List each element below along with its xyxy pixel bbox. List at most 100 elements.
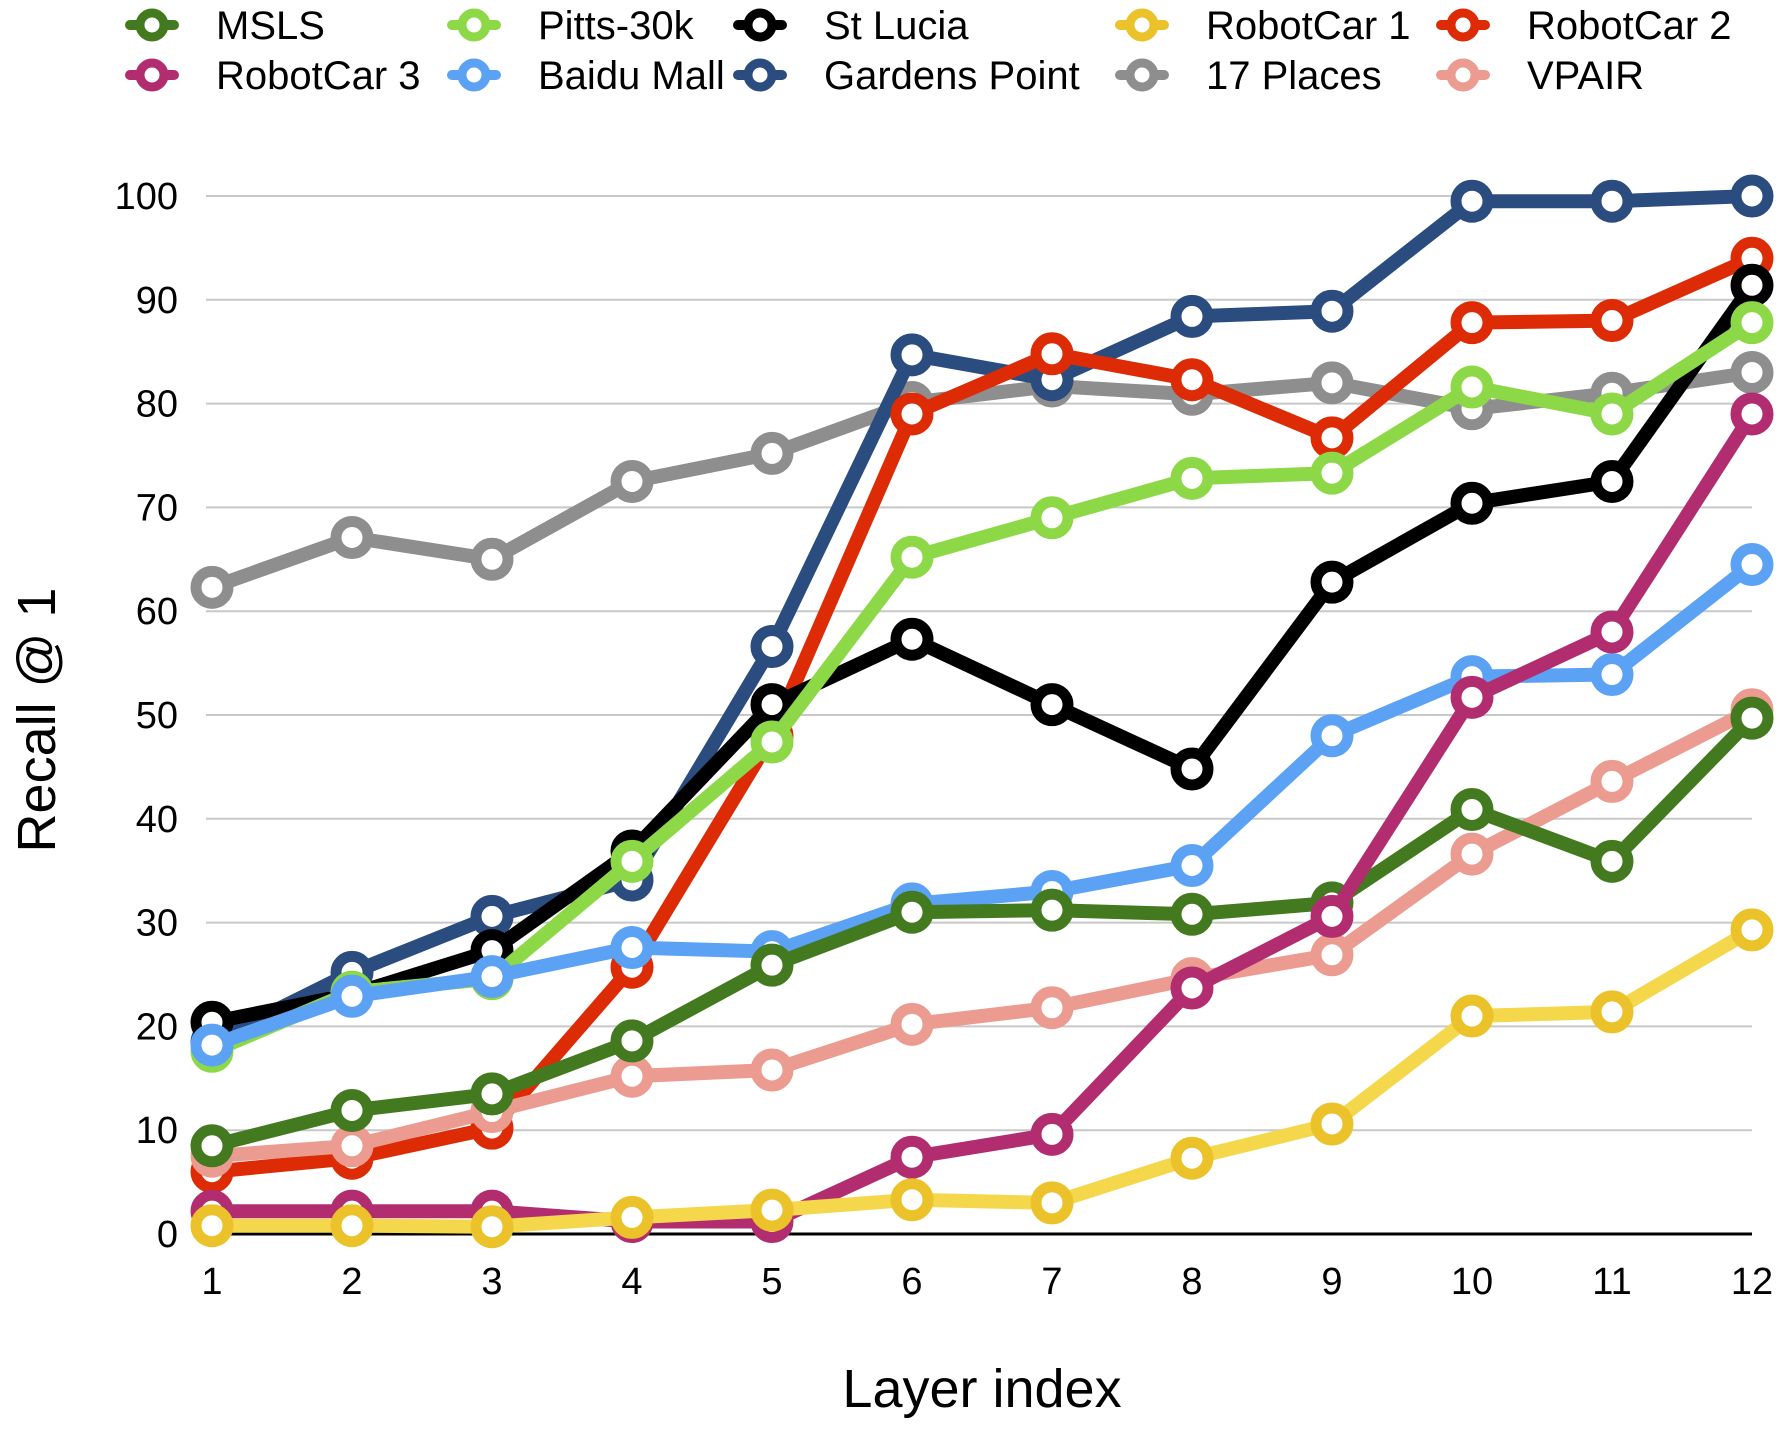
series-line-msls <box>205 711 1759 1153</box>
data-point-pitts-30k-12 <box>1730 301 1774 345</box>
data-point-gardens-point-6 <box>890 333 934 377</box>
data-point-robotcar-1-2 <box>330 1204 374 1248</box>
series-line-baidu-mall <box>205 557 1759 1053</box>
x-tick-label-1: 1 <box>201 1261 222 1303</box>
x-tick-label-9: 9 <box>1321 1261 1342 1303</box>
x-axis-ticks: 1 2 3 4 5 6 7 8 9 10 11 12 <box>201 1261 1773 1303</box>
y-tick-label-80: 80 <box>136 384 178 426</box>
data-point-msls-8 <box>1170 892 1214 936</box>
x-tick-label-10: 10 <box>1451 1261 1493 1303</box>
legend-label: VPAIR <box>1527 54 1644 98</box>
series-baidu-mall <box>190 542 1774 1067</box>
y-axis-title: Recall @ 1 <box>7 588 67 853</box>
legend: MSLS Pitts-30k St Lucia RobotCar 1 RobotCar … <box>125 4 1732 98</box>
series-line-gardens-point <box>205 189 1759 1049</box>
data-point-robotcar-3-6 <box>890 1135 934 1179</box>
data-point-vpair-6 <box>890 1002 934 1046</box>
data-point-17-places-1 <box>190 565 234 609</box>
legend-label: 17 Places <box>1206 54 1382 98</box>
legend-item-robotcar-2: RobotCar 2 <box>1436 4 1732 48</box>
data-point-msls-1 <box>190 1124 234 1168</box>
x-tick-label-8: 8 <box>1181 1261 1202 1303</box>
data-point-msls-2 <box>330 1088 374 1132</box>
y-tick-label-90: 90 <box>136 280 178 322</box>
series-line-st-lucia <box>205 278 1759 1030</box>
data-point-pitts-30k-10 <box>1450 365 1494 409</box>
data-point-robotcar-2-7 <box>1030 332 1074 376</box>
data-point-pitts-30k-5 <box>750 720 794 764</box>
x-tick-label-5: 5 <box>761 1261 782 1303</box>
data-point-gardens-point-9 <box>1310 289 1354 333</box>
y-tick-label-10: 10 <box>136 1110 178 1152</box>
grid <box>206 195 1752 1236</box>
series-pitts-30k <box>190 301 1774 1073</box>
data-point-msls-5 <box>750 943 794 987</box>
x-tick-label-6: 6 <box>901 1261 922 1303</box>
y-tick-label-60: 60 <box>136 591 178 633</box>
series-gardens-point <box>190 174 1774 1064</box>
data-point-st-lucia-9 <box>1310 560 1354 604</box>
y-tick-label-50: 50 <box>136 695 178 737</box>
data-point-baidu-mall-8 <box>1170 844 1214 888</box>
data-point-robotcar-1-1 <box>190 1204 234 1248</box>
data-point-pitts-30k-7 <box>1030 496 1074 540</box>
x-tick-label-11: 11 <box>1592 1261 1631 1303</box>
data-point-robotcar-3-10 <box>1450 675 1494 719</box>
legend-item-17-places: 17 Places <box>1115 54 1382 98</box>
data-point-st-lucia-8 <box>1170 747 1214 791</box>
data-point-gardens-point-5 <box>750 624 794 668</box>
data-point-17-places-5 <box>750 431 794 475</box>
legend-swatch-marker <box>457 8 491 42</box>
data-point-robotcar-1-11 <box>1590 990 1634 1034</box>
legend-swatch-marker <box>135 8 169 42</box>
data-point-st-lucia-11 <box>1590 459 1634 503</box>
legend-item-gardens-point: Gardens Point <box>733 54 1080 98</box>
y-tick-label-30: 30 <box>136 903 178 945</box>
data-point-gardens-point-11 <box>1590 179 1634 223</box>
data-point-robotcar-3-9 <box>1310 894 1354 938</box>
data-point-gardens-point-12 <box>1730 174 1774 218</box>
data-point-vpair-9 <box>1310 933 1354 977</box>
data-point-robotcar-1-7 <box>1030 1181 1074 1225</box>
data-point-robotcar-2-8 <box>1170 358 1214 402</box>
legend-label: St Lucia <box>824 4 969 48</box>
data-point-baidu-mall-2 <box>330 974 374 1018</box>
data-point-baidu-mall-1 <box>190 1023 234 1067</box>
data-point-msls-7 <box>1030 888 1074 932</box>
data-point-baidu-mall-11 <box>1590 653 1634 697</box>
data-point-vpair-4 <box>610 1054 654 1098</box>
series-msls <box>190 696 1774 1168</box>
data-point-robotcar-2-10 <box>1450 301 1494 345</box>
legend-item-pitts-30k: Pitts-30k <box>447 4 695 48</box>
data-point-robotcar-3-11 <box>1590 610 1634 654</box>
data-point-robotcar-1-4 <box>610 1195 654 1239</box>
legend-label: Baidu Mall <box>538 54 725 98</box>
data-point-robotcar-2-9 <box>1310 416 1354 460</box>
data-point-msls-10 <box>1450 787 1494 831</box>
legend-item-baidu-mall: Baidu Mall <box>447 54 725 98</box>
y-tick-label-40: 40 <box>136 799 178 841</box>
data-point-gardens-point-10 <box>1450 179 1494 223</box>
series-group <box>190 174 1774 1249</box>
data-point-vpair-5 <box>750 1048 794 1092</box>
x-tick-label-12: 12 <box>1731 1261 1773 1303</box>
data-point-vpair-7 <box>1030 986 1074 1030</box>
series-line-robotcar-1 <box>205 922 1759 1234</box>
data-point-baidu-mall-9 <box>1310 714 1354 758</box>
data-point-17-places-2 <box>330 516 374 560</box>
legend-swatch-marker <box>1125 8 1159 42</box>
series-robotcar-1 <box>190 908 1774 1249</box>
legend-item-msls: MSLS <box>125 4 325 48</box>
x-tick-label-4: 4 <box>621 1261 642 1303</box>
data-point-robotcar-2-6 <box>890 392 934 436</box>
y-tick-label-70: 70 <box>136 487 178 529</box>
data-point-robotcar-1-12 <box>1730 908 1774 952</box>
legend-label: RobotCar 2 <box>1527 4 1732 48</box>
legend-label: Pitts-30k <box>538 4 695 48</box>
legend-swatch-marker <box>743 8 777 42</box>
legend-item-vpair: VPAIR <box>1436 54 1644 98</box>
data-point-gardens-point-3 <box>470 894 514 938</box>
series-line-vpair <box>205 702 1759 1164</box>
data-point-robotcar-3-12 <box>1730 392 1774 436</box>
